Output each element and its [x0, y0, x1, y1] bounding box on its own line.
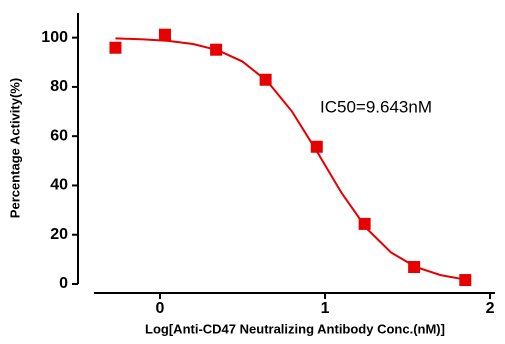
x-axis-label: Log[Anti-CD47 Neutralizing Antibody Conc… — [145, 321, 445, 336]
y-tick-label: 40 — [50, 177, 68, 194]
y-tick-label: 0 — [59, 275, 68, 292]
y-tick-label: 20 — [50, 226, 68, 243]
data-point — [459, 274, 472, 287]
x-tick-label: 1 — [321, 300, 330, 317]
y-axis-label: Percentage Activity(%) — [7, 78, 22, 218]
y-tick-label: 100 — [41, 29, 68, 46]
data-point — [310, 140, 323, 153]
x-tick-label: 0 — [156, 300, 165, 317]
y-tick-label: 80 — [50, 78, 68, 95]
data-point — [109, 41, 122, 54]
fit-curve — [115, 37, 466, 281]
x-tick-label: 2 — [486, 300, 495, 317]
annotation: IC50=9.643nM — [320, 97, 432, 116]
y-tick-label: 60 — [50, 127, 68, 144]
data-point — [158, 28, 171, 41]
